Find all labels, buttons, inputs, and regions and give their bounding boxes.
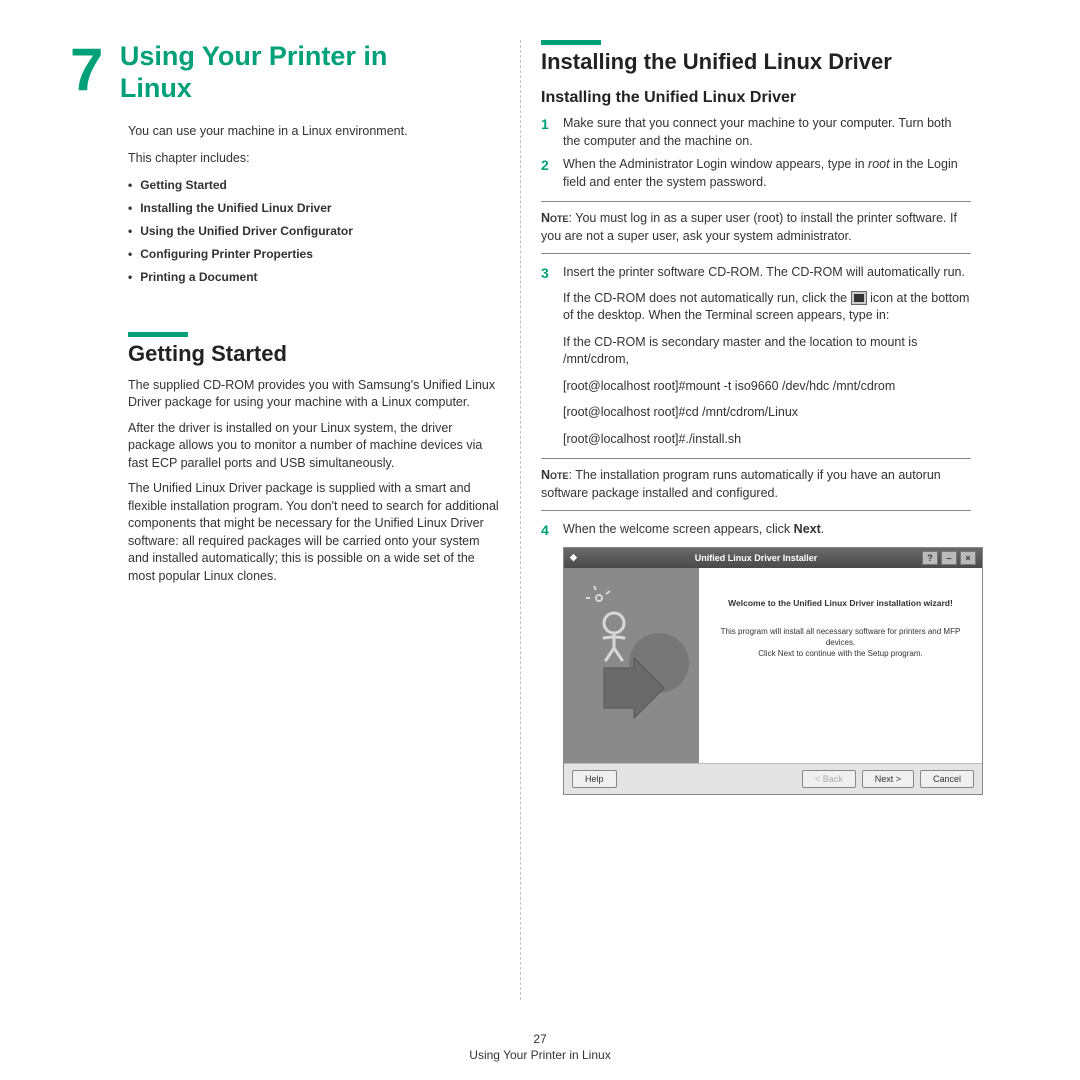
command-text: [root@localhost root]#cd /mnt/cdrom/Linu… bbox=[563, 404, 971, 422]
right-column: Installing the Unified Linux Driver Inst… bbox=[521, 40, 991, 1000]
installer-title: Unified Linux Driver Installer bbox=[590, 553, 922, 563]
intro-line-2: This chapter includes: bbox=[128, 150, 500, 168]
terminal-icon bbox=[851, 291, 867, 305]
note-text: : The installation program runs automati… bbox=[541, 468, 941, 500]
close-icon[interactable]: × bbox=[960, 551, 976, 565]
step-1: 1 Make sure that you connect your machin… bbox=[541, 115, 971, 150]
installer-body: Welcome to the Unified Linux Driver inst… bbox=[564, 568, 982, 763]
numbered-steps-cont: 3 Insert the printer software CD-ROM. Th… bbox=[541, 264, 971, 284]
note-label: Note bbox=[541, 468, 569, 482]
back-button[interactable]: < Back bbox=[802, 770, 856, 788]
numbered-steps: 1 Make sure that you connect your machin… bbox=[541, 115, 971, 191]
page-content: 7 Using Your Printer in Linux You can us… bbox=[0, 0, 1080, 1000]
step-4: 4 When the welcome screen appears, click… bbox=[541, 521, 971, 541]
next-button[interactable]: Next > bbox=[862, 770, 914, 788]
left-column: 7 Using Your Printer in Linux You can us… bbox=[50, 40, 520, 1000]
step-number: 1 bbox=[541, 115, 563, 150]
substep-text: If the CD-ROM does not automatically run… bbox=[563, 290, 971, 325]
titlebar-appicon: ◆ bbox=[570, 552, 590, 563]
toc-item: Getting Started bbox=[128, 178, 500, 192]
toc-item: Printing a Document bbox=[128, 270, 500, 284]
step-number: 4 bbox=[541, 521, 563, 541]
page-footer: 27 Using Your Printer in Linux bbox=[0, 1032, 1080, 1062]
chapter-toc: Getting Started Installing the Unified L… bbox=[128, 178, 500, 284]
note-text: : You must log in as a super user (root)… bbox=[541, 211, 957, 243]
substeps: If the CD-ROM does not automatically run… bbox=[563, 290, 971, 449]
installer-window: ◆ Unified Linux Driver Installer ? – × bbox=[563, 547, 983, 795]
numbered-steps-cont2: 4 When the welcome screen appears, click… bbox=[541, 521, 971, 541]
installer-welcome: Welcome to the Unified Linux Driver inst… bbox=[713, 598, 968, 608]
section-heading-installing: Installing the Unified Linux Driver bbox=[541, 49, 971, 75]
intro-line-1: You can use your machine in a Linux envi… bbox=[128, 123, 500, 141]
installer-titlebar: ◆ Unified Linux Driver Installer ? – × bbox=[564, 548, 982, 568]
titlebar-controls: ? – × bbox=[922, 551, 976, 565]
installer-content: Welcome to the Unified Linux Driver inst… bbox=[699, 568, 982, 763]
step-number: 3 bbox=[541, 264, 563, 284]
step-text: When the welcome screen appears, click N… bbox=[563, 521, 971, 541]
chapter-header: 7 Using Your Printer in Linux bbox=[70, 40, 500, 105]
command-text: [root@localhost root]#mount -t iso9660 /… bbox=[563, 378, 971, 396]
toc-item: Configuring Printer Properties bbox=[128, 247, 500, 261]
installer-desc: Click Next to continue with the Setup pr… bbox=[713, 648, 968, 659]
minimize-icon[interactable]: – bbox=[941, 551, 957, 565]
note-box: Note: You must log in as a super user (r… bbox=[541, 201, 971, 254]
substep-text: If the CD-ROM is secondary master and th… bbox=[563, 334, 971, 369]
help-icon[interactable]: ? bbox=[922, 551, 938, 565]
section-rule bbox=[128, 332, 188, 337]
toc-item: Installing the Unified Linux Driver bbox=[128, 201, 500, 215]
help-button[interactable]: Help bbox=[572, 770, 617, 788]
step-number: 2 bbox=[541, 156, 563, 191]
installer-sidebar-image bbox=[564, 568, 699, 763]
subsection-heading: Installing the Unified Linux Driver bbox=[541, 89, 971, 107]
installer-desc: This program will install all necessary … bbox=[713, 626, 968, 648]
section-rule bbox=[541, 40, 601, 45]
body-paragraph: After the driver is installed on your Li… bbox=[128, 420, 500, 473]
body-paragraph: The Unified Linux Driver package is supp… bbox=[128, 480, 500, 585]
running-footer: Using Your Printer in Linux bbox=[0, 1048, 1080, 1062]
cancel-button[interactable]: Cancel bbox=[920, 770, 974, 788]
step-text: When the Administrator Login window appe… bbox=[563, 156, 971, 191]
step-text: Insert the printer software CD-ROM. The … bbox=[563, 264, 971, 284]
step-2: 2 When the Administrator Login window ap… bbox=[541, 156, 971, 191]
body-paragraph: The supplied CD-ROM provides you with Sa… bbox=[128, 377, 500, 412]
chapter-title: Using Your Printer in Linux bbox=[120, 40, 460, 105]
toc-item: Using the Unified Driver Configurator bbox=[128, 224, 500, 238]
chapter-number: 7 bbox=[70, 40, 103, 100]
note-box: Note: The installation program runs auto… bbox=[541, 458, 971, 511]
section-heading-getting-started: Getting Started bbox=[128, 341, 500, 367]
page-number: 27 bbox=[0, 1032, 1080, 1046]
step-3: 3 Insert the printer software CD-ROM. Th… bbox=[541, 264, 971, 284]
step-text: Make sure that you connect your machine … bbox=[563, 115, 971, 150]
installer-footer: Help < Back Next > Cancel bbox=[564, 763, 982, 794]
command-text: [root@localhost root]#./install.sh bbox=[563, 431, 971, 449]
note-label: Note bbox=[541, 211, 569, 225]
